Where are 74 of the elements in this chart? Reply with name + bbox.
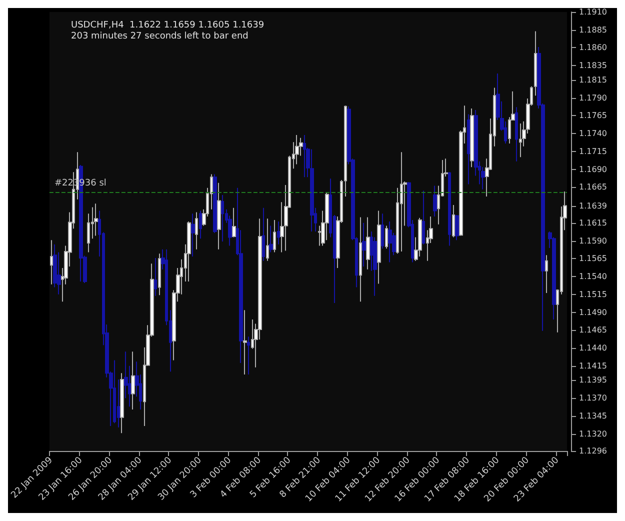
candlestick bbox=[433, 185, 437, 217]
y-tick-label: 1.1740 bbox=[579, 129, 607, 138]
candlestick bbox=[515, 106, 518, 162]
candlestick bbox=[295, 134, 299, 165]
candlestick bbox=[545, 254, 548, 294]
candlestick bbox=[452, 204, 455, 238]
candlestick bbox=[455, 214, 459, 241]
candlestick bbox=[266, 218, 269, 262]
y-tick-label: 1.1370 bbox=[579, 394, 607, 403]
candlestick bbox=[221, 194, 224, 242]
text: USDCHF,H4 1.1622 1.1659 1.1605 1.1639 bbox=[71, 20, 264, 30]
candlestick bbox=[232, 207, 236, 238]
candlestick bbox=[310, 148, 314, 232]
y-tick-label: 1.1320 bbox=[579, 429, 607, 438]
candlestick bbox=[519, 123, 522, 158]
candlestick bbox=[131, 351, 135, 410]
text: 203 minutes 27 seconds left to bar end bbox=[71, 32, 248, 42]
candlestick bbox=[467, 114, 470, 185]
y-tick-label: 1.1815 bbox=[579, 75, 607, 84]
y-tick-label: 1.1465 bbox=[579, 326, 607, 335]
candlestick bbox=[388, 220, 392, 263]
candlestick bbox=[195, 212, 198, 250]
candlestick bbox=[113, 360, 116, 424]
y-tick-label: 1.1590 bbox=[579, 236, 607, 246]
candlestick bbox=[400, 152, 403, 252]
candlestick bbox=[262, 207, 265, 262]
y-tick-label: 1.1395 bbox=[579, 376, 607, 385]
candlestick bbox=[385, 225, 388, 250]
y-tick-label: 1.1345 bbox=[579, 411, 607, 420]
candlestick bbox=[187, 220, 191, 282]
candlestick bbox=[213, 174, 217, 234]
candlestick bbox=[199, 210, 202, 240]
y-tick-label: 1.1860 bbox=[579, 43, 607, 52]
y-tick-label: 1.1639 bbox=[579, 201, 607, 210]
candlestick bbox=[418, 217, 422, 258]
y-tick-label: 1.1565 bbox=[579, 254, 607, 264]
candlestick bbox=[94, 203, 98, 236]
y-tick-label: 1.1540 bbox=[579, 272, 607, 282]
candlestick bbox=[359, 216, 362, 302]
y-tick-label: 1.1415 bbox=[579, 361, 607, 370]
candlestick bbox=[534, 30, 537, 96]
y-tick-label: 1.1490 bbox=[579, 308, 607, 317]
candlestick bbox=[154, 257, 157, 296]
candlestick bbox=[377, 210, 381, 284]
candlestick bbox=[243, 310, 247, 375]
y-tick-label: 1.1665 bbox=[579, 182, 607, 192]
y-tick-label: 1.1715 bbox=[579, 146, 607, 156]
candlestick bbox=[50, 240, 53, 285]
y-tick-label: 1.1515 bbox=[579, 290, 607, 299]
candlestick bbox=[344, 105, 347, 197]
candlestick bbox=[448, 172, 451, 246]
y-tick-label: 1.1910 bbox=[579, 8, 607, 16]
candlestick bbox=[120, 372, 124, 434]
y-tick-label: 1.1690 bbox=[579, 164, 607, 174]
y-tick-label: 1.1885 bbox=[579, 25, 607, 34]
candlestick bbox=[362, 222, 366, 268]
candlestick bbox=[269, 225, 273, 253]
y-tick-label: 1.1615 bbox=[579, 218, 607, 228]
y-tick-label: 1.1296 bbox=[579, 446, 607, 456]
candlestick bbox=[247, 336, 250, 375]
candlestick bbox=[158, 253, 161, 296]
y-tick-label: 1.1790 bbox=[579, 93, 607, 102]
candlestick bbox=[277, 220, 280, 245]
candlestick bbox=[366, 216, 370, 270]
candlestick bbox=[273, 220, 276, 253]
y-tick-label: 1.1440 bbox=[579, 344, 607, 353]
candlestick bbox=[191, 213, 195, 258]
candlestick bbox=[381, 213, 384, 250]
candlestick bbox=[470, 108, 474, 168]
candlestick bbox=[422, 190, 425, 245]
candlestick bbox=[217, 182, 221, 250]
y-tick-label: 1.1835 bbox=[579, 61, 607, 70]
candlestick bbox=[303, 134, 306, 178]
y-tick-label: 1.1765 bbox=[579, 111, 607, 120]
